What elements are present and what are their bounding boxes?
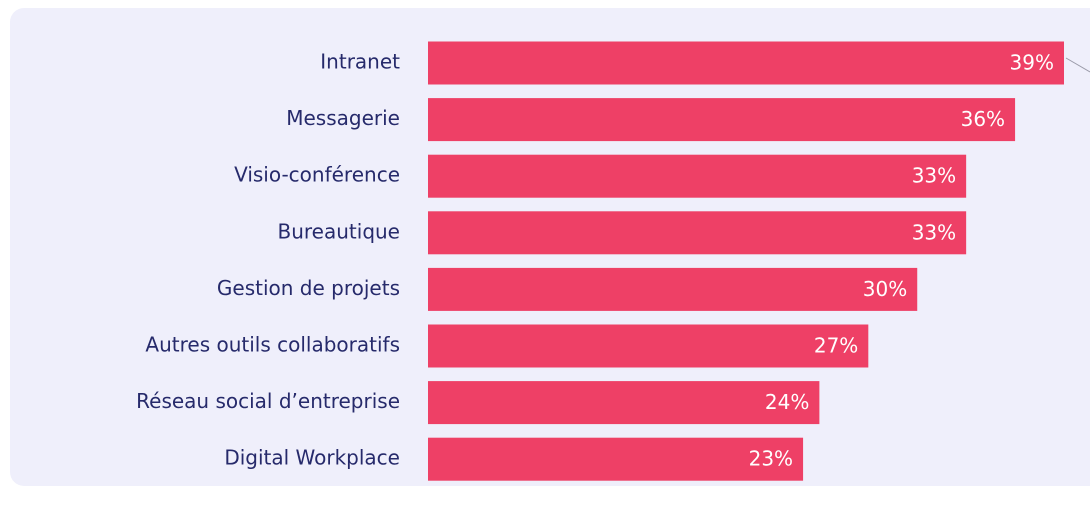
category-label: Gestion de projets xyxy=(217,276,400,300)
bar xyxy=(428,211,967,255)
leader-line xyxy=(1065,57,1090,73)
category-label: Digital Workplace xyxy=(224,446,400,470)
data-label: 33% xyxy=(912,220,956,244)
bar xyxy=(428,267,918,311)
category-label: Bureautique xyxy=(278,219,401,243)
data-label: 33% xyxy=(912,164,956,188)
bar xyxy=(428,41,1064,85)
data-label: 27% xyxy=(814,334,858,358)
data-label: 23% xyxy=(749,447,793,471)
category-label: Autres outils collaboratifs xyxy=(145,333,400,357)
category-label: Messagerie xyxy=(286,106,400,130)
data-label: 39% xyxy=(1010,51,1054,75)
category-label: Intranet xyxy=(320,50,400,74)
data-label: 30% xyxy=(863,277,907,301)
data-label: 36% xyxy=(961,107,1005,131)
category-label: Réseau social d’entreprise xyxy=(136,389,400,413)
bar xyxy=(428,98,1016,142)
bar xyxy=(428,324,869,368)
bar xyxy=(428,381,820,425)
category-label: Visio-conférence xyxy=(234,163,400,187)
bar xyxy=(428,437,804,481)
data-label: 24% xyxy=(765,390,809,414)
bar xyxy=(428,154,967,198)
